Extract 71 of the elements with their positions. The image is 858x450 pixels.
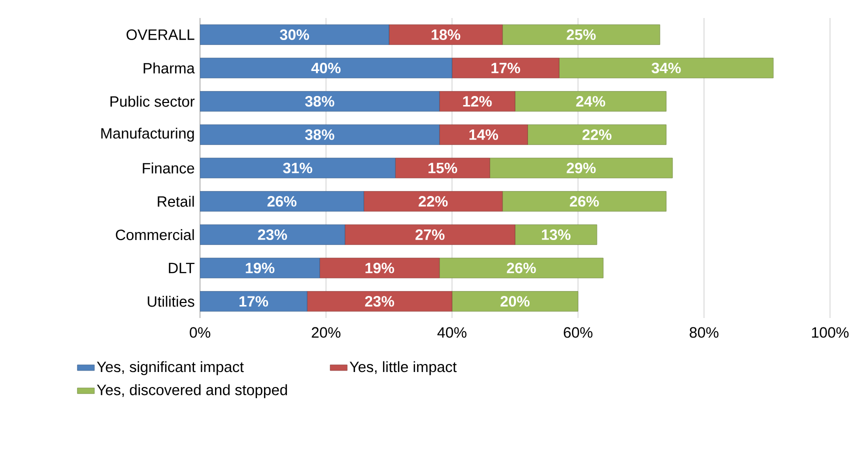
- data-label: 27%: [416, 229, 445, 240]
- data-label: 25%: [566, 29, 596, 40]
- data-label: 40%: [311, 62, 341, 74]
- legend-label: Yes, significant impact: [96, 361, 244, 376]
- bar: [514, 91, 666, 112]
- x-tick-label: 80%: [690, 327, 718, 338]
- bar: [200, 124, 440, 145]
- data-label: 26%: [267, 196, 296, 207]
- x-tick-label: 20%: [312, 327, 340, 338]
- bar: [344, 224, 516, 245]
- y-tick-label: Retail: [158, 196, 194, 207]
- bar: [306, 291, 452, 312]
- data-label: 18%: [432, 29, 460, 40]
- data-label: 26%: [570, 196, 599, 207]
- x-tick-label: 60%: [564, 327, 592, 338]
- y-tick-label: Pharma: [144, 62, 195, 74]
- bar: [452, 58, 560, 78]
- y-tick-label: Manufacturing: [101, 128, 194, 142]
- data-label: 34%: [652, 62, 681, 74]
- data-label: 29%: [566, 162, 596, 174]
- bar: [502, 24, 660, 45]
- y-tick-label: OVERALL: [126, 29, 194, 40]
- data-label: 12%: [463, 96, 492, 107]
- bar: [200, 91, 440, 112]
- bar: [200, 24, 390, 45]
- bar: [200, 291, 308, 312]
- bar: [200, 58, 452, 78]
- bar: [439, 124, 528, 145]
- y-tick-label: Commercial: [116, 229, 194, 240]
- data-label: 26%: [506, 262, 536, 274]
- bar: [200, 158, 396, 178]
- bar: [527, 124, 666, 145]
- bar: [388, 24, 503, 45]
- data-label: 23%: [258, 229, 288, 240]
- data-label: 14%: [469, 129, 498, 140]
- data-label: 38%: [305, 129, 334, 140]
- data-label: 15%: [428, 162, 458, 174]
- data-label: 17%: [492, 62, 520, 74]
- data-label: 31%: [283, 162, 312, 174]
- x-tick-label: 40%: [437, 327, 466, 338]
- y-tick-label: Public sector: [110, 96, 195, 107]
- bar: [364, 191, 503, 212]
- y-tick-label: DLT: [168, 262, 194, 274]
- bar: [502, 191, 666, 212]
- bar: [439, 91, 516, 112]
- y-tick-label: Finance: [142, 162, 194, 174]
- bar: [200, 224, 346, 245]
- data-label: 19%: [366, 262, 394, 274]
- data-label: 13%: [542, 229, 571, 240]
- data-label: 24%: [576, 96, 606, 107]
- bar: [320, 258, 440, 278]
- data-label: 22%: [418, 196, 448, 207]
- bar: [452, 291, 578, 312]
- data-label: 38%: [305, 96, 334, 107]
- data-label: 23%: [365, 296, 394, 307]
- bar: [200, 191, 364, 212]
- data-label: 30%: [280, 29, 310, 40]
- data-label: 22%: [582, 129, 612, 140]
- bar: [395, 158, 490, 178]
- data-label: 19%: [246, 262, 274, 274]
- x-tick-label: 100%: [812, 327, 849, 338]
- legend-label: Yes, little impact: [350, 361, 457, 376]
- bar: [439, 258, 604, 278]
- x-tick-label: 0%: [190, 327, 210, 338]
- data-label: 20%: [500, 296, 530, 307]
- y-tick-label: Utilities: [148, 296, 194, 307]
- bar: [490, 158, 673, 178]
- bar: [558, 58, 774, 78]
- legend-label: Yes, discovered and stopped: [96, 384, 287, 398]
- data-label: 17%: [240, 296, 268, 307]
- bar: [514, 224, 598, 245]
